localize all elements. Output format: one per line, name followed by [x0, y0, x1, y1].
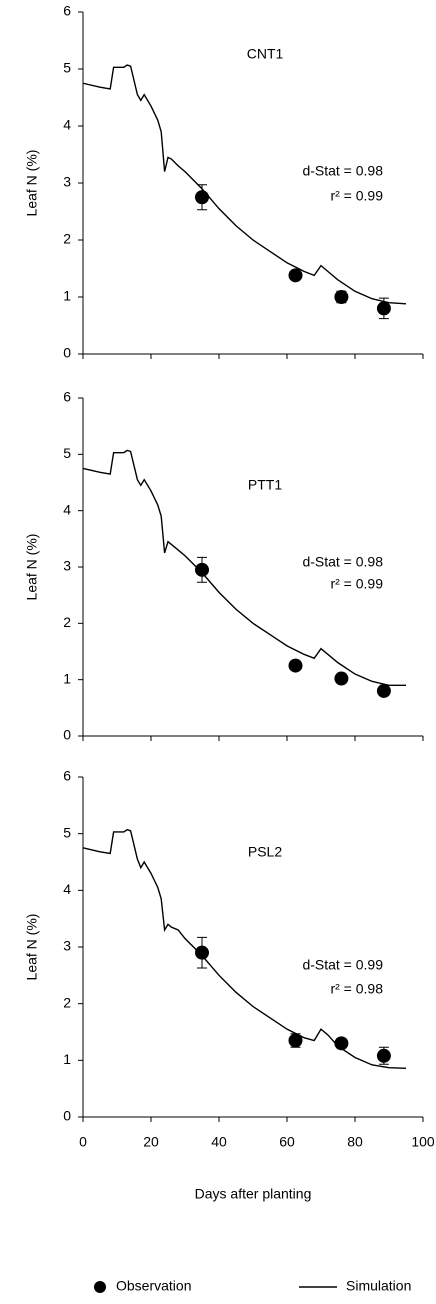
panel-label: PSL2: [248, 844, 282, 860]
panel-label: PTT1: [248, 477, 282, 493]
legend-label: Observation: [116, 1278, 191, 1294]
stat-label: r² = 0.98: [330, 981, 383, 997]
y-tick-label: 0: [63, 345, 71, 361]
y-tick-label: 2: [63, 231, 71, 247]
observation-point: [288, 268, 303, 283]
y-tick-label: 3: [63, 938, 71, 954]
observation-point: [334, 290, 349, 304]
legend-marker: [94, 1281, 106, 1293]
x-tick-label: 40: [211, 1134, 227, 1150]
y-axis-label: Leaf N (%): [24, 150, 40, 217]
stat-label: r² = 0.99: [330, 576, 383, 592]
y-tick-label: 2: [63, 994, 71, 1010]
y-axis-label: Leaf N (%): [24, 534, 40, 601]
y-tick-label: 5: [63, 824, 71, 840]
x-tick-label: 0: [79, 1134, 87, 1150]
observation-point: [376, 301, 391, 316]
observation-point: [334, 671, 349, 686]
y-tick-label: 4: [63, 117, 71, 133]
y-tick-label: 1: [63, 288, 71, 304]
y-tick-label: 1: [63, 670, 71, 686]
observation-point: [376, 683, 391, 698]
observation-point: [195, 945, 209, 960]
panel-label: CNT1: [247, 46, 284, 62]
y-tick-label: 6: [63, 3, 71, 19]
y-axis-label: Leaf N (%): [24, 914, 40, 981]
simulation-line: [82, 828, 407, 1069]
y-tick-label: 3: [63, 558, 71, 574]
x-tick-label: 100: [411, 1134, 435, 1150]
y-tick-label: 5: [63, 60, 71, 76]
stat-label: d-Stat = 0.99: [302, 957, 383, 973]
y-tick-label: 3: [63, 174, 71, 190]
y-tick-label: 0: [63, 727, 71, 743]
y-tick-label: 5: [63, 445, 71, 461]
x-tick-label: 60: [279, 1134, 295, 1150]
simulation-line: [82, 64, 407, 305]
stat-label: d-Stat = 0.98: [302, 554, 383, 570]
stat-label: r² = 0.99: [330, 188, 383, 204]
y-tick-label: 4: [63, 501, 71, 517]
observation-point: [195, 562, 209, 577]
observation-point: [376, 1048, 391, 1063]
y-tick-label: 6: [63, 389, 71, 405]
y-tick-label: 1: [63, 1051, 71, 1067]
x-tick-label: 80: [347, 1134, 363, 1150]
x-tick-label: 20: [143, 1134, 159, 1150]
observation-point: [288, 1033, 303, 1048]
y-tick-label: 6: [63, 768, 71, 784]
observation-point: [195, 190, 209, 205]
legend-label: Simulation: [346, 1278, 411, 1294]
simulation-line: [82, 449, 406, 686]
y-tick-label: 4: [63, 881, 71, 897]
observation-point: [288, 658, 303, 673]
stat-label: d-Stat = 0.98: [302, 163, 383, 179]
y-tick-label: 2: [63, 614, 71, 630]
y-tick-label: 0: [63, 1108, 71, 1124]
x-axis-label: Days after planting: [195, 1186, 312, 1202]
